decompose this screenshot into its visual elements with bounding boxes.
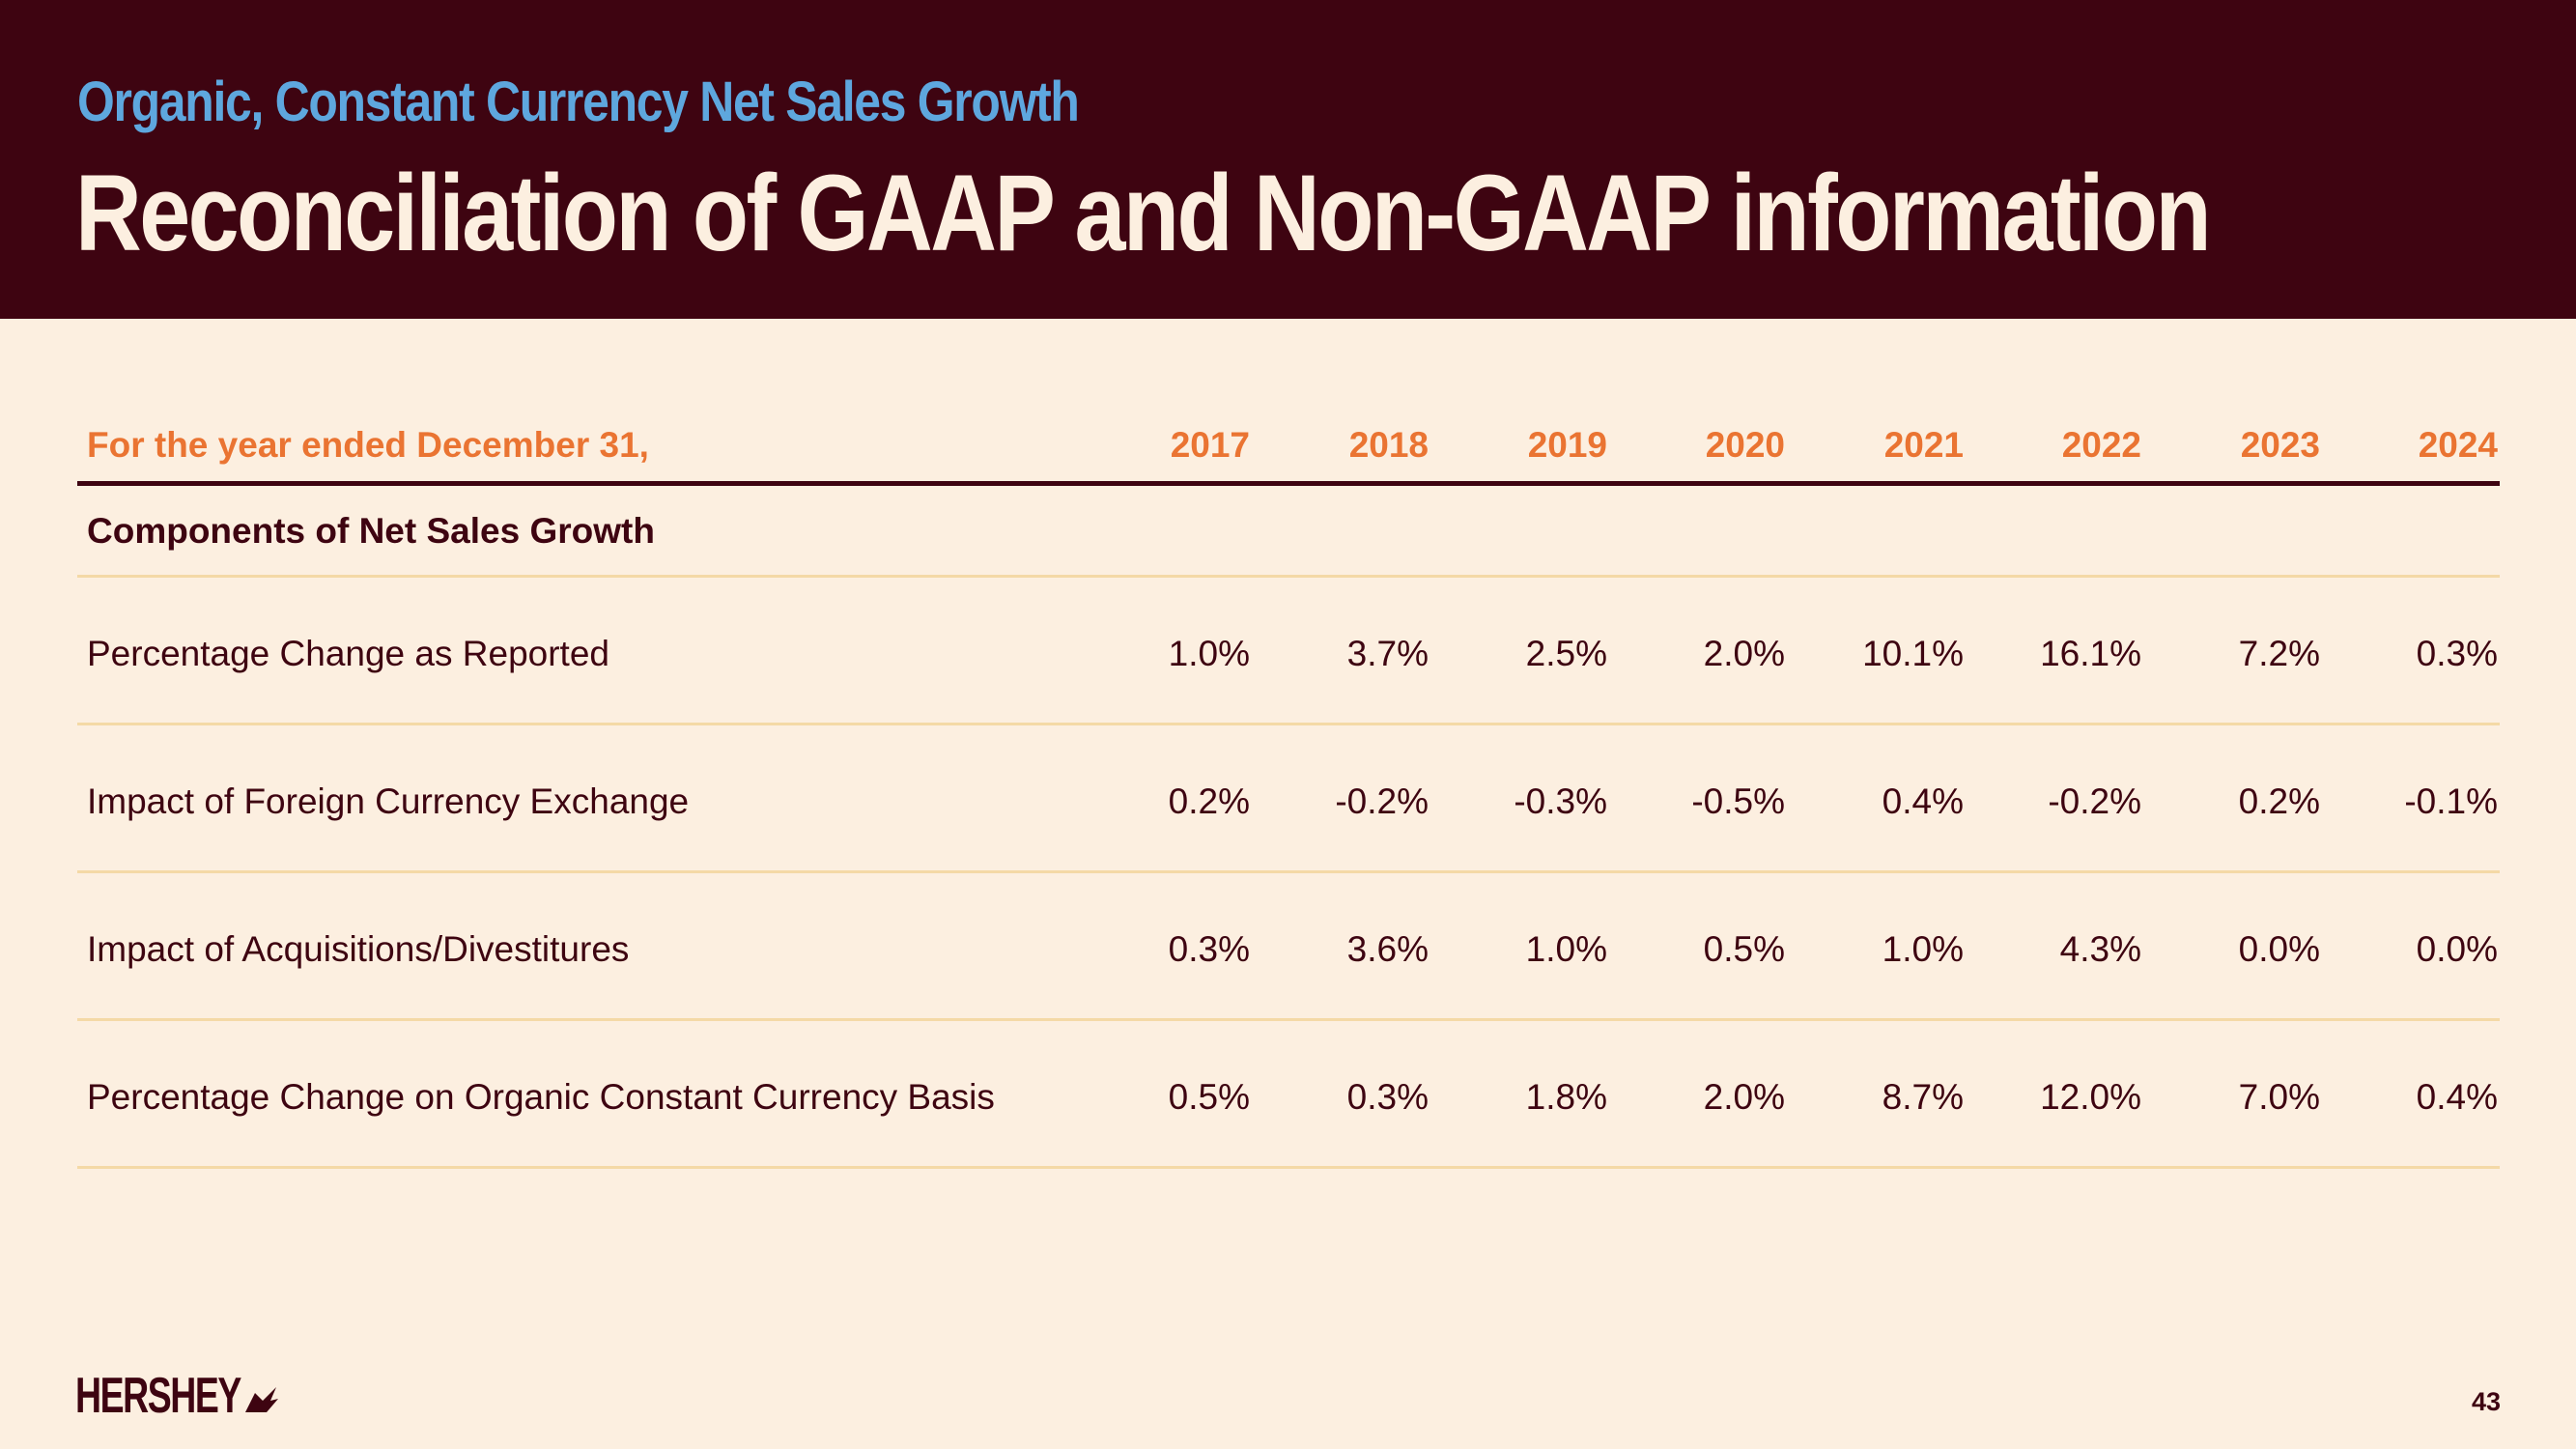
table-cell: 1.0% xyxy=(1525,929,1607,969)
table-cell: 0.2% xyxy=(1168,781,1250,821)
row-label: Impact of Acquisitions/Divestitures xyxy=(87,929,630,969)
section-row: Components of Net Sales Growth xyxy=(77,486,2500,578)
table-row: Impact of Acquisitions/Divestitures 0.3%… xyxy=(77,873,2500,1021)
table-header-row: For the year ended December 31, 2017 201… xyxy=(77,406,2500,486)
table-cell: 12.0% xyxy=(2040,1077,2141,1117)
table-row: Percentage Change on Organic Constant Cu… xyxy=(77,1021,2500,1169)
row-label: Percentage Change on Organic Constant Cu… xyxy=(87,1077,995,1117)
page-number: 43 xyxy=(2471,1387,2501,1416)
column-header-year: 2018 xyxy=(1348,425,1429,465)
table-cell: 3.6% xyxy=(1346,929,1429,969)
table-cell: 0.4% xyxy=(2416,1077,2498,1117)
table-cell: 10.1% xyxy=(1862,634,1964,673)
logo-wordmark: HERSHEY xyxy=(75,1368,241,1424)
row-label: Impact of Foreign Currency Exchange xyxy=(87,781,690,821)
table-cell: 0.3% xyxy=(2416,634,2498,673)
hershey-logo: HERSHEY xyxy=(75,1368,304,1424)
table-cell: 7.0% xyxy=(2238,1077,2320,1117)
table-cell: -0.5% xyxy=(1691,781,1785,821)
table-cell: 0.0% xyxy=(2416,929,2498,969)
column-header-year: 2020 xyxy=(1705,425,1785,465)
slide-subtitle: Organic, Constant Currency Net Sales Gro… xyxy=(77,71,1080,133)
table-cell: 7.2% xyxy=(2238,634,2320,673)
table-cell: 1.0% xyxy=(1882,929,1964,969)
table-cell: 1.0% xyxy=(1168,634,1250,673)
table-cell: 0.4% xyxy=(1882,781,1964,821)
table-row: Percentage Change as Reported 1.0% 3.7% … xyxy=(77,578,2500,725)
slide-title: Reconciliation of GAAP and Non-GAAP info… xyxy=(75,153,2212,273)
table-cell: 0.3% xyxy=(1168,929,1250,969)
table-cell: 1.8% xyxy=(1525,1077,1607,1117)
table-row: Impact of Foreign Currency Exchange 0.2%… xyxy=(77,725,2500,873)
reconciliation-table: For the year ended December 31, 2017 201… xyxy=(77,406,2500,1169)
header-banner: Organic, Constant Currency Net Sales Gro… xyxy=(0,0,2576,319)
column-header-year: 2023 xyxy=(2240,425,2320,465)
table-cell: 0.3% xyxy=(1346,1077,1429,1117)
table-cell: 8.7% xyxy=(1882,1077,1964,1117)
table-cell: -0.3% xyxy=(1514,781,1607,821)
section-label: Components of Net Sales Growth xyxy=(87,511,655,551)
table-cell: 0.5% xyxy=(1703,929,1785,969)
column-header-year: 2019 xyxy=(1527,425,1607,465)
table-cell: 16.1% xyxy=(2040,634,2141,673)
column-header-year: 2021 xyxy=(1883,425,1964,465)
row-label: Percentage Change as Reported xyxy=(87,634,609,673)
table-cell: -0.1% xyxy=(2404,781,2498,821)
table-cell: 3.7% xyxy=(1346,634,1429,673)
column-header-year: 2024 xyxy=(2418,425,2498,465)
table-cell: 2.0% xyxy=(1703,1077,1785,1117)
table-cell: 0.5% xyxy=(1168,1077,1250,1117)
table-cell: 4.3% xyxy=(2059,929,2141,969)
table-cell: -0.2% xyxy=(1335,781,1429,821)
table-cell: 2.5% xyxy=(1525,634,1607,673)
table-cell: -0.2% xyxy=(2048,781,2141,821)
column-header-year: 2017 xyxy=(1170,425,1250,465)
kiss-plume-icon xyxy=(245,1387,278,1412)
table-cell: 0.2% xyxy=(2238,781,2320,821)
table-cell: 2.0% xyxy=(1703,634,1785,673)
table-cell: 0.0% xyxy=(2238,929,2320,969)
year-ended-label: For the year ended December 31, xyxy=(87,425,649,465)
column-header-year: 2022 xyxy=(2061,425,2141,465)
